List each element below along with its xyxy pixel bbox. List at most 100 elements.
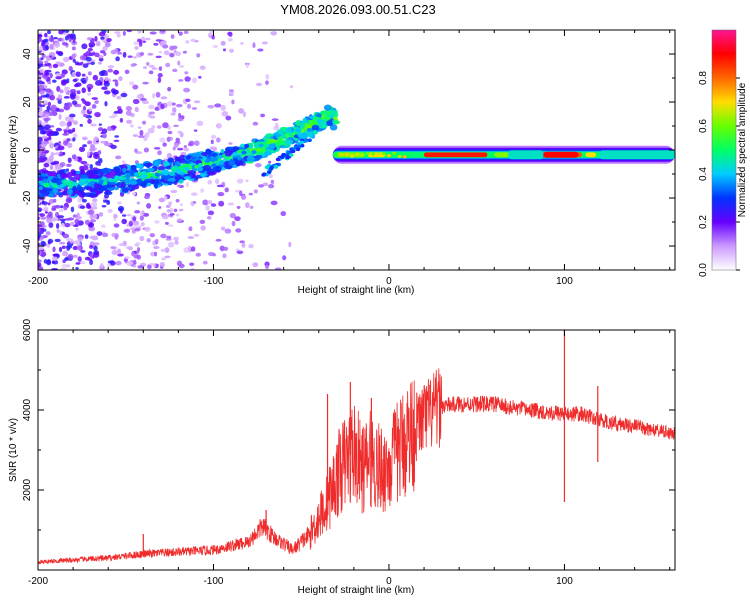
spectrogram-noise [146, 238, 151, 243]
spectrogram-noise [260, 113, 266, 118]
spectrogram-noise [77, 256, 82, 262]
spectrogram-noise [174, 51, 182, 57]
spectrogram-ridge [99, 171, 104, 177]
spectrogram-branch [303, 139, 308, 143]
spectrogram-noise [89, 244, 94, 249]
spectrogram-noise [104, 101, 108, 107]
spectrogram-noise [67, 129, 74, 134]
colorbar-axis: 0.0 0.2 0.4 0.6 0.8 [698, 71, 740, 277]
spectrogram-noise [117, 205, 125, 212]
spectrogram-noise [43, 38, 49, 43]
spectrogram-noise [41, 100, 49, 105]
spectrogram-ridge [105, 173, 115, 179]
spectrogram-noise [153, 42, 159, 46]
spectrogram-noise [265, 73, 270, 80]
spectrogram-noise [61, 245, 66, 249]
spectrogram-ridge [329, 124, 338, 131]
spectrogram-noise [38, 141, 42, 145]
spectrogram-ridge [207, 171, 216, 176]
spectrogram-noise [60, 267, 67, 270]
spectrogram-noise [112, 90, 118, 95]
spectrogram-ridge [38, 185, 44, 191]
spectrogram-noise [66, 78, 70, 84]
spectrogram-branch [299, 140, 305, 145]
spectrogram-noise [175, 199, 180, 203]
spectrogram-noise [178, 79, 184, 82]
spectrogram-noise [274, 267, 282, 270]
spectrogram-noise [142, 81, 149, 85]
spectrogram-band-dot [339, 152, 344, 156]
spectrogram-noise [173, 208, 178, 213]
spectrogram-noise [57, 94, 63, 99]
spectrogram-noise [49, 55, 53, 58]
spectrogram-ridge [277, 138, 284, 144]
spectrogram-noise [62, 233, 70, 239]
spectrogram-noise [98, 31, 106, 37]
spectrogram-noise [190, 267, 195, 270]
spectrogram-noise [87, 140, 93, 145]
spectrogram-noise [78, 261, 86, 265]
spectrogram-noise [81, 136, 88, 141]
spectrogram-noise [164, 255, 171, 259]
spectrogram-noise [146, 62, 150, 66]
spectrogram-noise [87, 209, 95, 216]
spectrogram-ridge [253, 142, 261, 149]
spectrogram-noise [52, 246, 56, 253]
spectrogram-noise [61, 69, 68, 75]
spectrogram-branch [269, 165, 274, 170]
spectrogram-ridge [311, 124, 320, 131]
spectrogram-noise [58, 246, 63, 253]
spectrogram-noise [81, 43, 88, 50]
spectrogram-noise [270, 200, 278, 206]
spectrogram-ridge-core [184, 167, 190, 172]
spectrogram-noise [141, 120, 147, 125]
spectrogram-noise [128, 220, 134, 227]
spectrogram-noise [249, 205, 254, 209]
spectrogram-ridge-core [89, 180, 95, 185]
x-tick-label: 100 [556, 276, 573, 287]
spectrogram-noise [236, 178, 244, 184]
spectrogram-noise [172, 146, 176, 151]
spectrogram-noise [202, 260, 208, 265]
spectrogram-noise [161, 215, 169, 220]
spectrogram-noise [86, 151, 91, 157]
spectrogram-noise [70, 94, 76, 100]
spectrogram-noise [38, 111, 44, 117]
spectrogram-noise [66, 121, 70, 128]
spectrogram-noise [41, 152, 47, 157]
spectrogram-noise [190, 246, 196, 252]
spectrogram-noise [38, 245, 44, 251]
spectrogram-noise [216, 137, 221, 143]
spectrogram-ridge [103, 180, 108, 186]
spectrogram-noise [75, 267, 79, 270]
spectrogram-noise [67, 142, 73, 149]
spectrogram-noise [159, 137, 166, 143]
spectrogram-noise [71, 54, 76, 59]
spectrogram-noise [39, 68, 44, 74]
spectrogram-noise [132, 134, 139, 137]
spectrogram-noise [41, 53, 46, 58]
spectrogram-noise [234, 216, 241, 222]
spectrogram-noise [210, 134, 217, 139]
spectrogram-noise [77, 236, 83, 242]
spectrogram-noise [82, 144, 88, 148]
spectrogram-noise [75, 82, 82, 87]
spectrogram-noise [252, 121, 259, 126]
spectrogram-noise [55, 72, 61, 77]
spectrogram-noise [38, 157, 46, 163]
spectrogram-noise [187, 245, 192, 250]
spectrogram-noise [117, 201, 122, 205]
spectrogram-noise [248, 192, 254, 196]
spectrogram-noise [70, 206, 75, 213]
spectrogram-ridge [107, 178, 116, 183]
spectrogram-noise [51, 207, 57, 211]
spectrogram-ridge-core [211, 163, 217, 168]
spectrogram-noise [138, 39, 143, 45]
spectrogram-noise [194, 140, 200, 147]
spectrogram-ridge [38, 177, 43, 182]
spectrogram-noise [102, 132, 107, 139]
spectrogram-noise [142, 40, 147, 44]
spectrogram-ridge [191, 173, 197, 179]
spectrogram-noise [97, 162, 102, 166]
spectrogram-noise [72, 132, 78, 139]
